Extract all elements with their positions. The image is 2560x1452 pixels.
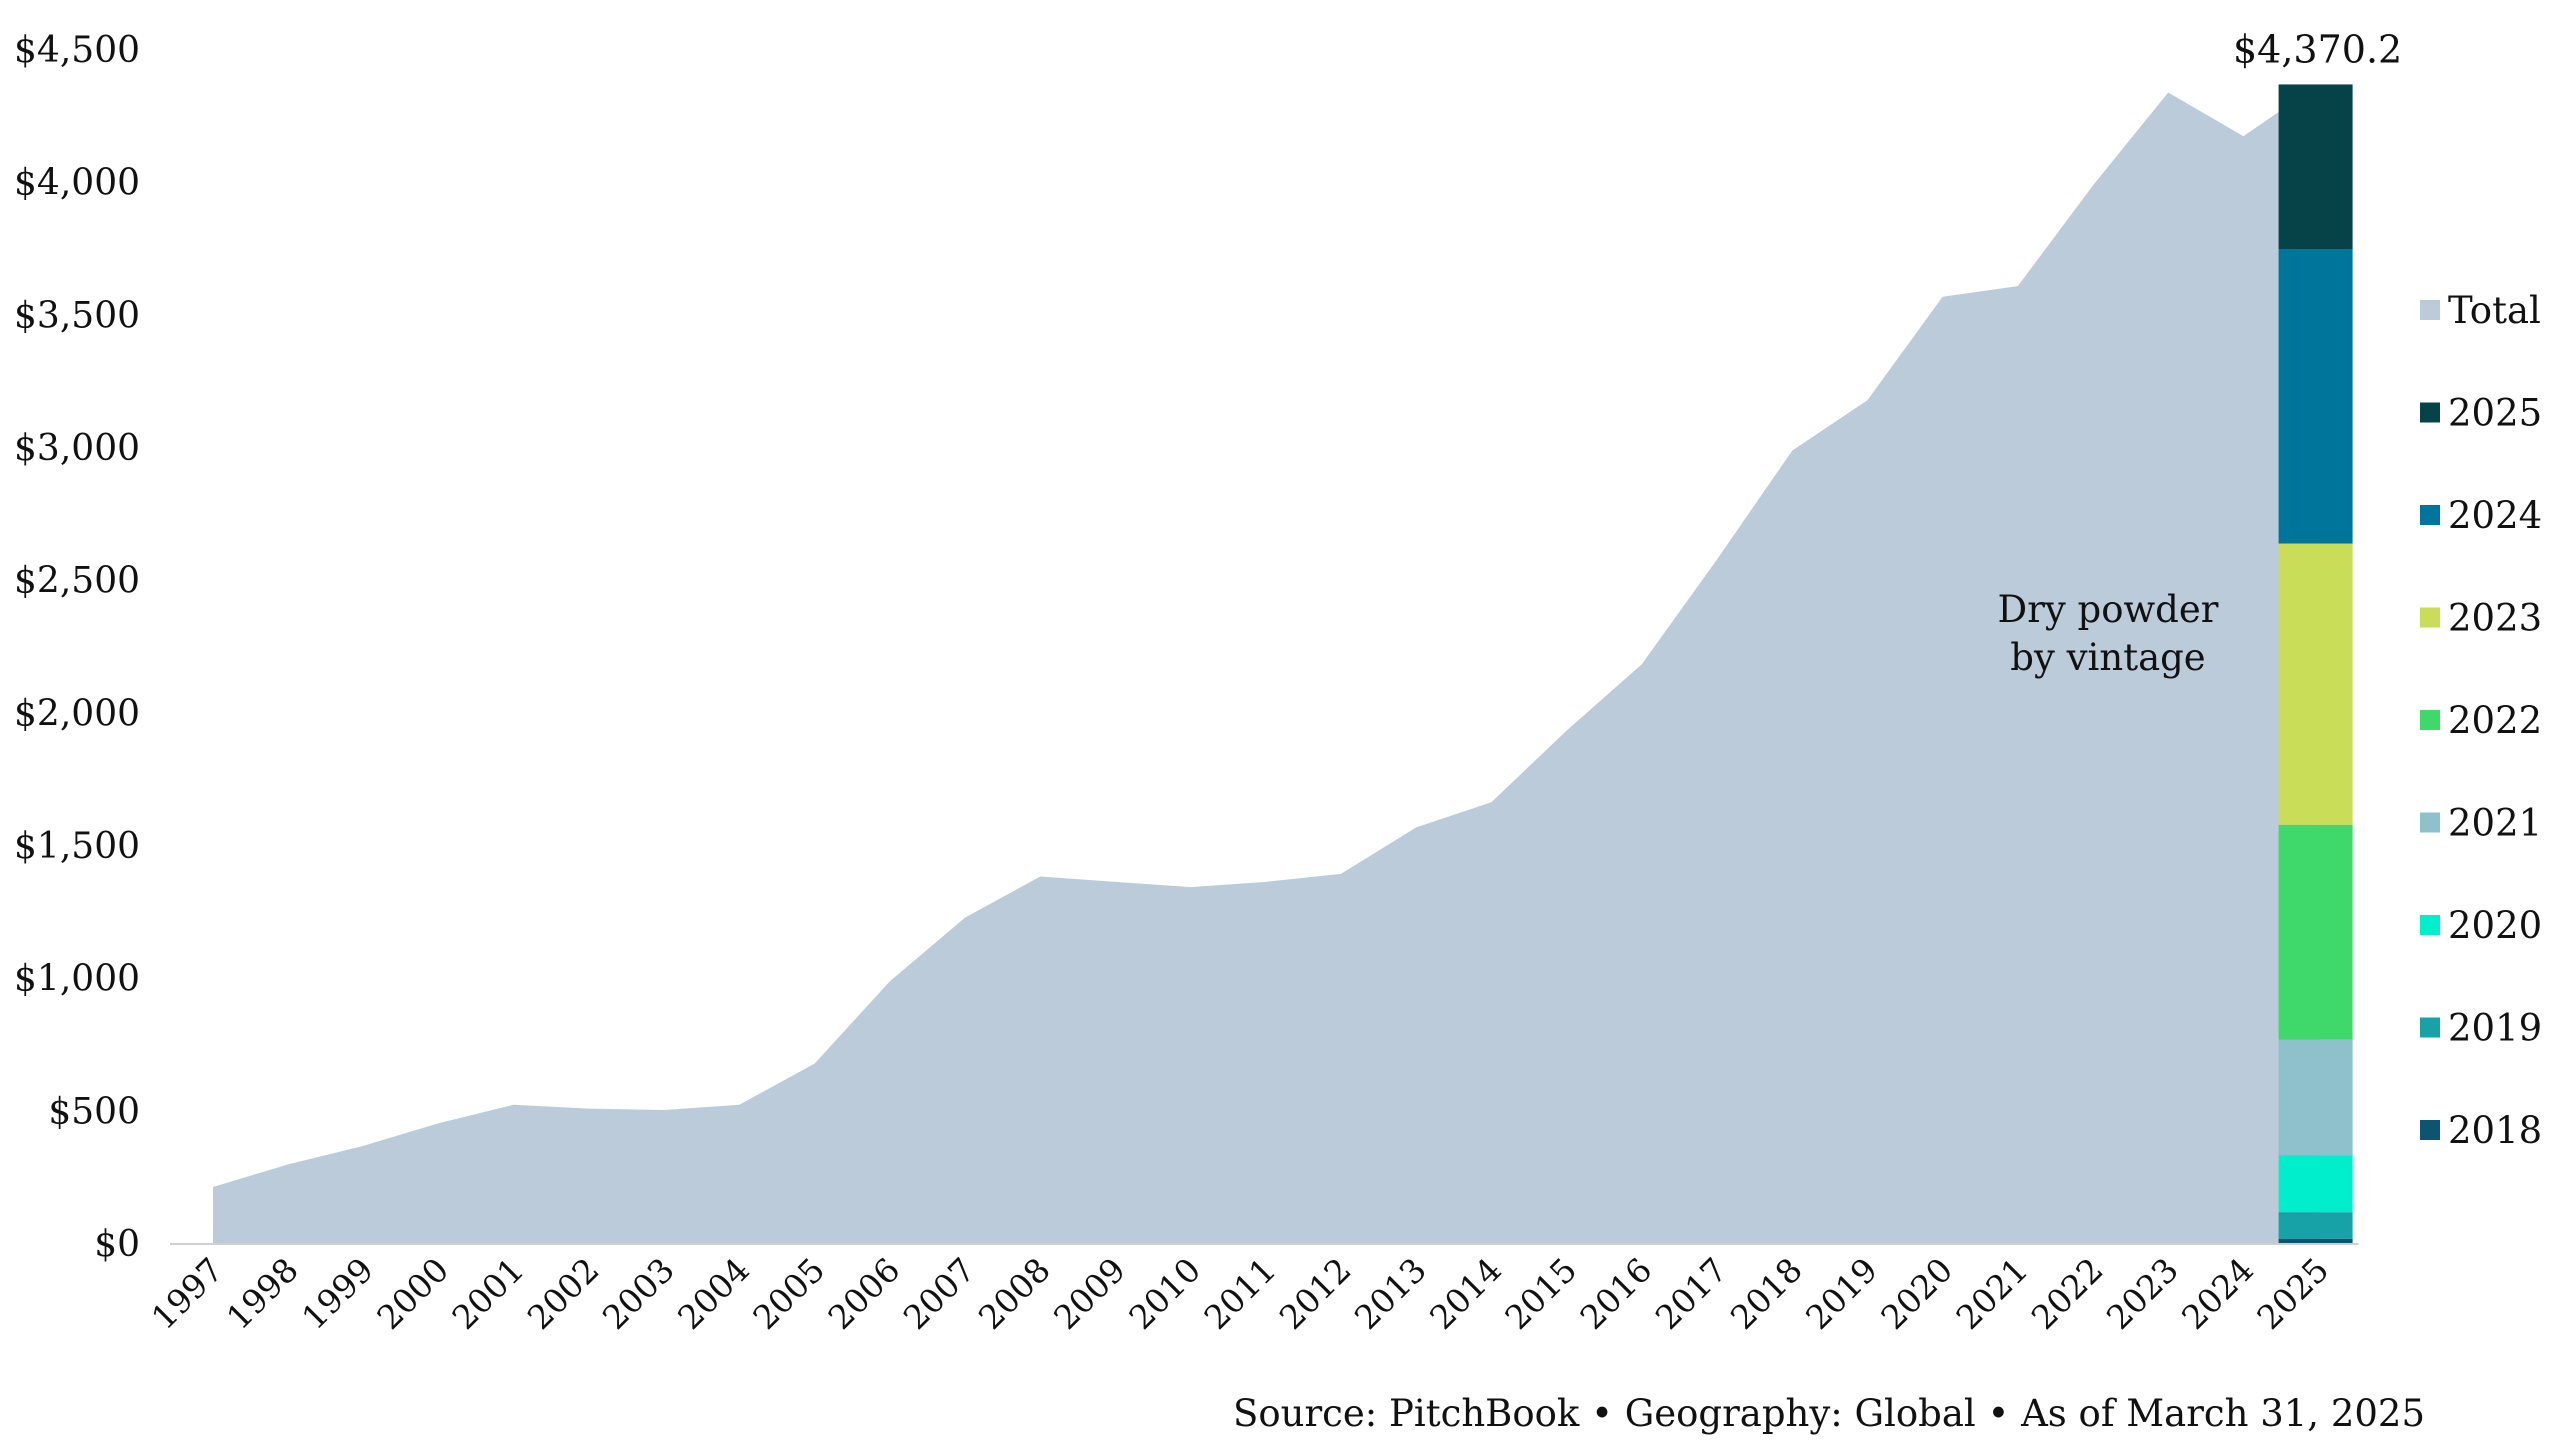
legend-label: 2018 (2448, 1109, 2542, 1152)
legend-swatch-2020 (2420, 915, 2440, 935)
x-tick-label: 2004 (670, 1250, 757, 1337)
x-tick-label: 2009 (1046, 1250, 1133, 1337)
y-tick-label: $2,500 (14, 561, 140, 602)
bar-segment-2018 (2278, 1238, 2353, 1244)
x-tick-label: 2023 (2099, 1250, 2186, 1337)
y-tick-label: $2,000 (14, 693, 140, 734)
legend-swatch-2023 (2420, 607, 2440, 628)
x-tick-label: 1997 (144, 1250, 231, 1337)
annotations: $4,370.2 Dry powder by vintage (1998, 27, 2403, 679)
x-tick-label: 2024 (2174, 1250, 2261, 1337)
legend-swatch-2022 (2420, 710, 2440, 730)
y-tick-label: $1,000 (14, 959, 140, 1000)
x-tick-label: 2010 (1121, 1250, 1208, 1337)
x-tick-label: 2006 (820, 1250, 907, 1337)
legend-label: 2019 (2448, 1007, 2542, 1050)
x-tick-label: 2015 (1497, 1250, 1584, 1337)
bar-segment-2022 (2278, 824, 2353, 1040)
legend: Total 2025 2024 2023 2022 2021 2020 2019 2018 (2420, 289, 2542, 1152)
x-tick-label: 2011 (1196, 1250, 1283, 1337)
bar-total-label: $4,370.2 (2233, 27, 2402, 71)
x-tick-label: 2003 (595, 1250, 682, 1337)
y-tick-label: $3,000 (14, 428, 140, 469)
x-tick-label: 2020 (1873, 1250, 1960, 1337)
y-tick-label: $3,500 (14, 295, 140, 336)
legend-swatch-2018 (2420, 1120, 2440, 1140)
y-tick-label: $0 (94, 1224, 140, 1265)
legend-swatch-2021 (2420, 812, 2440, 833)
annotation-line-2: by vintage (2010, 636, 2205, 679)
x-tick-label: 2000 (369, 1250, 456, 1337)
x-tick-label: 2007 (896, 1250, 983, 1337)
legend-label: Total (2448, 289, 2541, 332)
y-tick-label: $4,000 (14, 163, 140, 204)
legend-label: 2023 (2448, 597, 2542, 640)
area-series-total (213, 84, 2319, 1244)
x-tick-label: 2025 (2249, 1250, 2336, 1337)
x-tick-label: 2021 (1948, 1250, 2035, 1337)
x-tick-label: 2017 (1648, 1250, 1735, 1337)
x-tick-label: 2002 (520, 1250, 607, 1337)
legend-swatch-Total (2420, 300, 2440, 320)
legend-swatch-2024 (2420, 505, 2440, 525)
x-tick-label: 2014 (1422, 1250, 1509, 1337)
legend-label: 2024 (2448, 494, 2542, 537)
x-tick-label: 2013 (1347, 1250, 1434, 1337)
x-tick-label: 2008 (971, 1250, 1058, 1337)
bar-segment-2024 (2278, 249, 2353, 544)
y-tick-label: $1,500 (14, 826, 140, 867)
x-tick-label: 2022 (2024, 1250, 2111, 1337)
bar-segment-2021 (2278, 1039, 2353, 1156)
legend-label: 2020 (2448, 904, 2542, 947)
bar-segment-2020 (2278, 1155, 2353, 1213)
x-tick-label: 2016 (1572, 1250, 1659, 1337)
stacked-bar-2025 (2278, 84, 2353, 1244)
x-tick-label: 2018 (1723, 1250, 1810, 1337)
bar-segment-2025 (2278, 84, 2353, 249)
area-layer (212, 84, 2319, 1244)
bar-segment-2023 (2278, 543, 2353, 825)
source-footer: Source: PitchBook • Geography: Global • … (1233, 1392, 2425, 1435)
x-tick-label: 2005 (745, 1250, 832, 1337)
legend-label: 2022 (2448, 699, 2542, 742)
bar-segment-2019 (2278, 1212, 2353, 1239)
x-tick-label: 2019 (1798, 1250, 1885, 1337)
x-tick-label: 2012 (1272, 1250, 1359, 1337)
x-tick-label: 2001 (444, 1250, 531, 1337)
y-tick-label: $4,500 (14, 30, 140, 71)
legend-label: 2021 (2448, 802, 2542, 845)
legend-swatch-2019 (2420, 1017, 2440, 1038)
x-tick-label: 1999 (294, 1250, 381, 1337)
annotation-line-1: Dry powder (1998, 588, 2219, 631)
x-tick-label: 1998 (219, 1250, 306, 1337)
legend-label: 2025 (2448, 392, 2542, 435)
legend-swatch-2025 (2420, 402, 2440, 423)
y-tick-label: $500 (48, 1091, 140, 1132)
